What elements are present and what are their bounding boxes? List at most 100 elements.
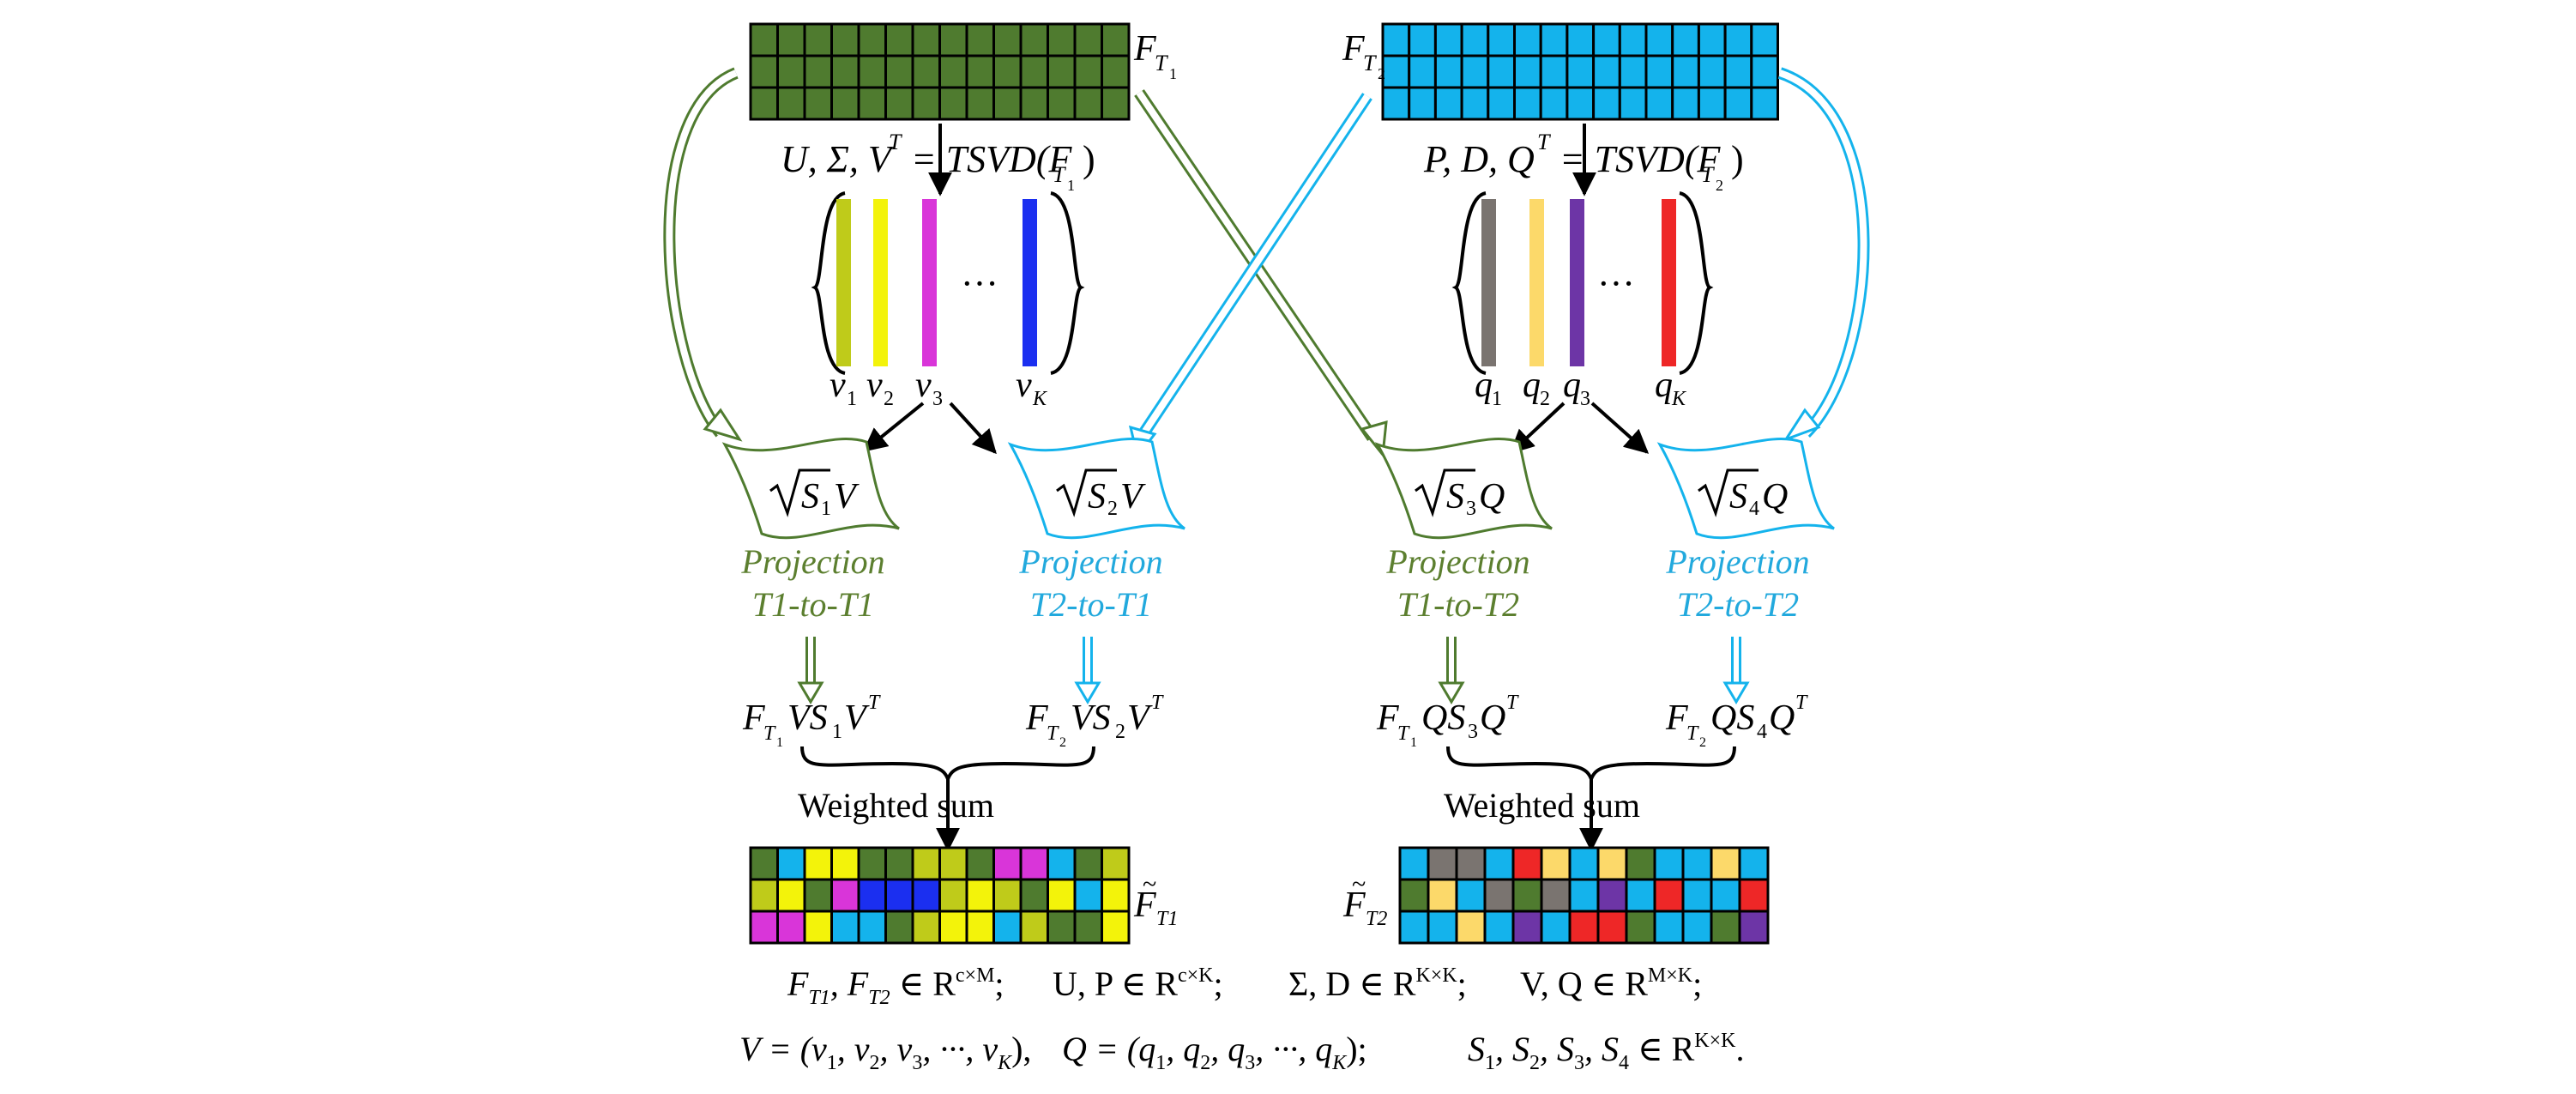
svg-text:T: T [763, 722, 776, 745]
svg-text:S: S [1088, 477, 1106, 517]
caption-proj-t2-t2-line2: T2-to-T2 [1677, 585, 1799, 624]
svg-text:2: 2 [1716, 177, 1723, 194]
ft2-tilde-cell [1710, 878, 1741, 913]
ft1-cell [776, 22, 806, 57]
arrow-q3-to-proj4 [1590, 402, 1650, 454]
footer-formula: V, Q ∈ RM×K; [1520, 964, 1702, 1003]
ft2-tilde-cell [1455, 846, 1487, 881]
v-label-K: v [1016, 366, 1032, 405]
projection-plane-s1v [721, 438, 900, 540]
ft2-cell [1723, 54, 1753, 89]
ft2-cell [1460, 86, 1490, 121]
ft1-tilde-cell [965, 846, 995, 881]
result-ft1-qs3qt: F T 1 QS 3 Q T [1376, 692, 1519, 750]
ft2-tilde-cell [1540, 846, 1572, 881]
ft1-cell [1047, 86, 1077, 121]
ft2-cell [1671, 54, 1700, 89]
ft2-cell [1750, 54, 1780, 89]
out-label-left: F ~ T1 [1133, 870, 1178, 930]
ft2-cell [1539, 86, 1569, 121]
formula-sqrt-s2-v: S 2 V [1056, 468, 1146, 520]
ft1-tilde-cell [803, 878, 833, 913]
ft2-cell [1566, 54, 1596, 89]
projection-plane-s2v [1007, 438, 1185, 540]
svg-text:T: T [1151, 692, 1164, 714]
ft1-tilde-cell [1101, 910, 1131, 945]
ft1-tilde-cell [749, 846, 779, 881]
ft2-cell [1697, 22, 1727, 57]
v-sub-2: 2 [884, 388, 894, 410]
ft1-cell [884, 22, 914, 57]
ft2-cell [1381, 22, 1411, 57]
svg-text:V: V [834, 477, 860, 517]
ft2-tilde-cell [1596, 910, 1628, 945]
svg-text:P, D, Q: P, D, Q [1423, 138, 1535, 180]
ft1-tilde-cell [1047, 878, 1077, 913]
svg-text:V: V [844, 698, 870, 738]
ft2-cell [1539, 22, 1569, 57]
ft1-cell [857, 22, 887, 57]
ft1-tilde-cell [776, 910, 806, 945]
ft2-cell [1460, 54, 1490, 89]
ft2-tilde-cell [1681, 846, 1713, 881]
projection-plane-s4q [1656, 438, 1835, 540]
ft2-tilde-cell [1738, 878, 1770, 913]
right-brace-close [1679, 191, 1714, 375]
ellipsis-q: ··· [1597, 263, 1635, 305]
v-label-3: v [915, 366, 932, 405]
svg-text:4: 4 [1749, 498, 1759, 520]
ft1-tilde-cell [857, 910, 887, 945]
ft2-label: F T 2 [1342, 29, 1385, 82]
svg-text:T: T [1537, 130, 1551, 154]
ft1-cell [803, 54, 833, 89]
ft1-tilde-cell [1101, 846, 1131, 881]
caption-proj-t1-t1-line2: T1-to-T1 [752, 585, 874, 624]
arrow-v3-to-proj2 [949, 402, 997, 455]
hollow-arrow-ft1-to-proj3 [1134, 89, 1388, 458]
svg-text:Q: Q [1769, 698, 1795, 738]
ft2-tilde-cell [1427, 910, 1458, 945]
ft2-tilde-cell [1568, 846, 1600, 881]
ft2-cell [1433, 54, 1463, 89]
ft1-tilde-cell [1047, 910, 1077, 945]
ft2-tilde-cell [1455, 910, 1487, 945]
ft2-tilde-cell [1540, 910, 1572, 945]
ft1-cell [938, 86, 968, 121]
ft1-cell [830, 22, 860, 57]
svg-text:Q: Q [1479, 477, 1505, 517]
ft1-tilde-cell [1073, 878, 1103, 913]
ft2-tilde-cell [1540, 878, 1572, 913]
arrow-v3-to-proj1 [862, 402, 925, 452]
ft2-cell [1408, 86, 1437, 121]
ft1-cell [857, 54, 887, 89]
v-bar-K [1023, 199, 1037, 366]
double-arrow-proj1 [797, 637, 824, 704]
ft1-cell [911, 22, 941, 57]
ft2-tilde-cell [1681, 910, 1713, 945]
ft2-cell [1723, 22, 1753, 57]
ft2-cell [1671, 22, 1700, 57]
ft1-cell [992, 86, 1023, 121]
tsvd-equation-right: P, D, Q T = TSVD(F T 2 ) [1423, 130, 1744, 194]
svg-text:T: T [889, 130, 902, 154]
svg-text:T: T [1701, 162, 1715, 187]
ft2-cell [1750, 86, 1780, 121]
left-brace-close [1050, 191, 1085, 375]
svg-text:2: 2 [1699, 735, 1706, 750]
svg-text:1: 1 [821, 498, 831, 520]
ft1-cell [803, 86, 833, 121]
q-bar-K [1662, 199, 1676, 366]
svg-text:QS: QS [1421, 698, 1465, 738]
ft2-tilde-cell [1511, 846, 1543, 881]
q-bar-2 [1529, 199, 1544, 366]
ft1-cell [884, 54, 914, 89]
ft2-cell [1566, 86, 1596, 121]
svg-text:T2: T2 [1366, 908, 1387, 930]
svg-text:1: 1 [776, 735, 783, 750]
svg-text:3: 3 [1466, 498, 1476, 520]
svg-text:T: T [1155, 51, 1168, 76]
footer-formula: FT1, FT2 ∈ Rc×M; [787, 964, 1004, 1009]
ft1-tilde-cell [776, 878, 806, 913]
caption-proj-t1-t2-line1: Projection [1385, 542, 1529, 581]
